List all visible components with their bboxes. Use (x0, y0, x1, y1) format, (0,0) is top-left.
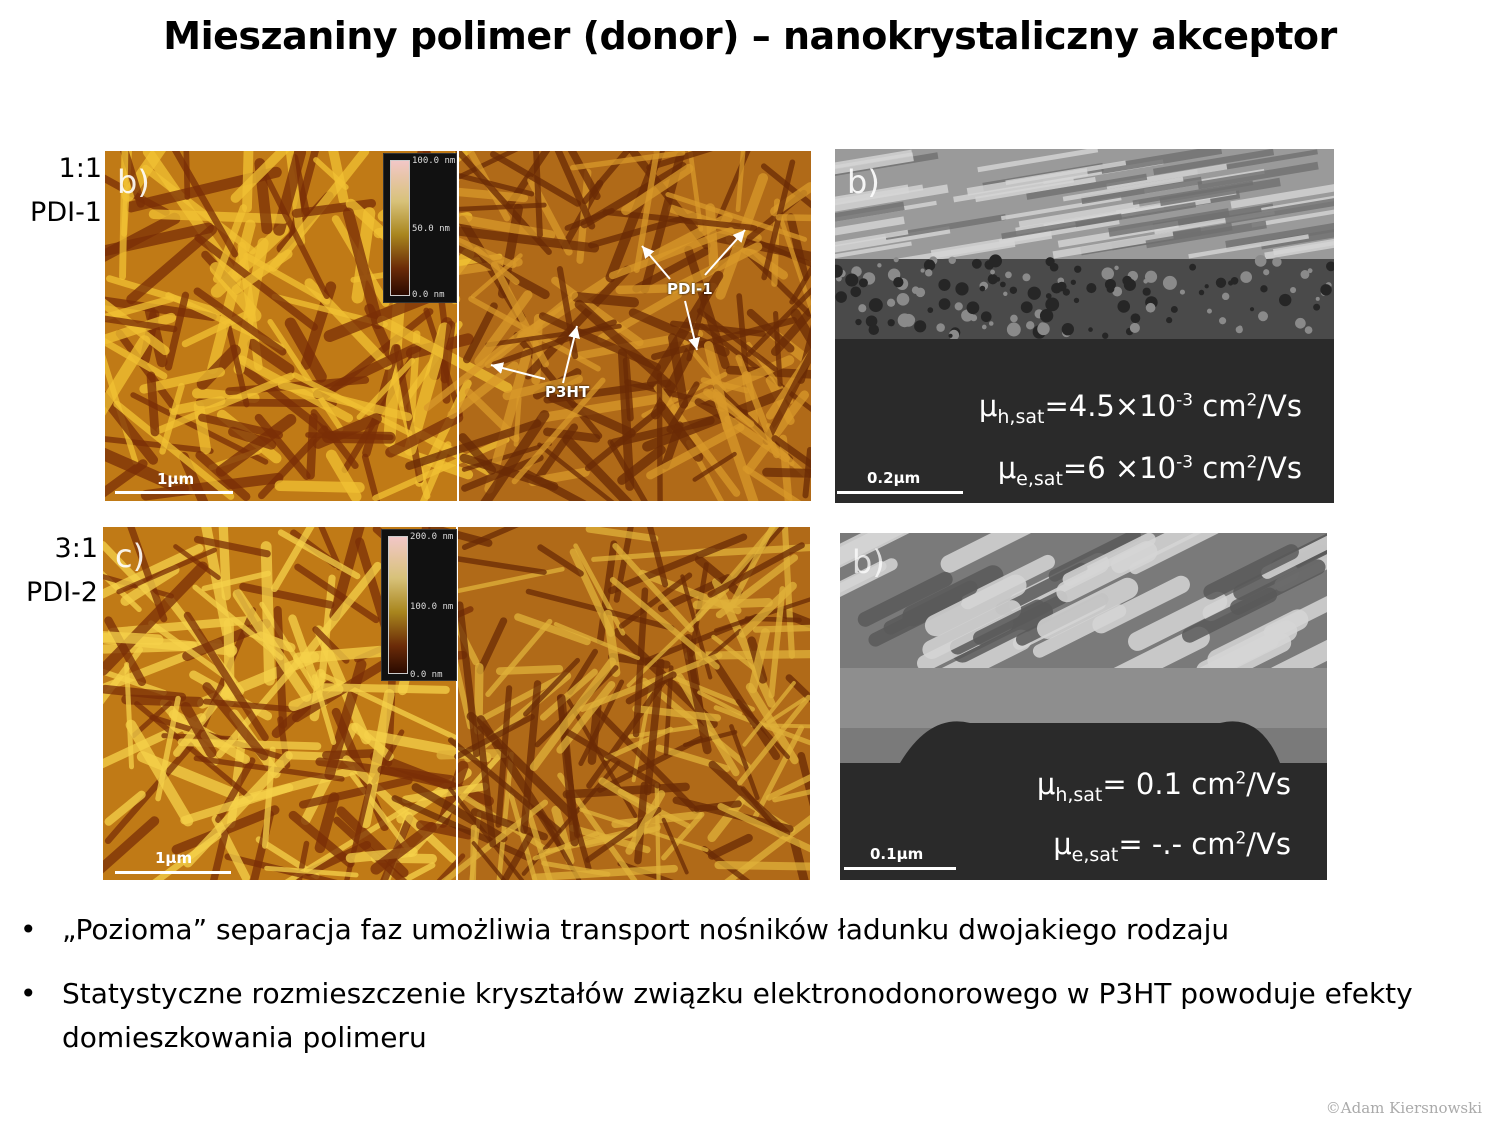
colorbar-mid: 50.0 nm (412, 224, 450, 234)
annotation-pdi1: PDI-1 (667, 280, 713, 298)
scale-bar-label: 1μm (157, 470, 195, 488)
height-colorbar: 200.0 nm 100.0 nm 0.0 nm (381, 529, 457, 681)
scale-bar-label: 0.1μm (870, 845, 924, 863)
hole-mobility-label: μh,sat= 0.1 cm2/Vs (1036, 767, 1291, 806)
afm-image-row1: b) 100.0 nm 50.0 nm 0.0 nm PDI-1 P3HT 1μ… (105, 151, 811, 501)
afm-height-phase-image (105, 151, 811, 501)
row1-ratio-label: 1:1 (58, 153, 102, 184)
sem-image-row1: b) μh,sat=4.5×10-3 cm2/Vs μe,sat=6 ×10-3… (835, 149, 1334, 503)
row2-material-label: PDI-2 (26, 577, 98, 608)
scale-bar-label: 1μm (155, 849, 193, 867)
colorbar-max: 100.0 nm (412, 156, 456, 166)
colorbar-mid: 100.0 nm (410, 602, 454, 612)
electron-mobility-label: μe,sat= -.- cm2/Vs (1053, 827, 1291, 866)
bullet-item: • „Pozioma” separacja faz umożliwia tran… (20, 908, 1460, 952)
sem-cross-section-image (840, 533, 1327, 880)
electron-mobility-label: μe,sat=6 ×10-3 cm2/Vs (997, 451, 1302, 490)
sem-cross-section-image (835, 149, 1334, 503)
scale-bar (115, 871, 231, 874)
bullet-list: • „Pozioma” separacja faz umożliwia tran… (20, 908, 1460, 1080)
colorbar-max: 200.0 nm (410, 532, 454, 542)
hole-mobility-label: μh,sat=4.5×10-3 cm2/Vs (978, 389, 1302, 428)
scale-bar-label: 0.2μm (867, 469, 921, 487)
copyright-notice: ©Adam Kiersnowski (1325, 1099, 1482, 1117)
sem-image-row2: b) μh,sat= 0.1 cm2/Vs μe,sat= -.- cm2/Vs… (840, 533, 1327, 880)
afm-image-row2: c) 200.0 nm 100.0 nm 0.0 nm 1μm (103, 527, 810, 880)
colorbar-min: 0.0 nm (410, 670, 443, 680)
panel-label-c: c) (115, 537, 146, 575)
panel-label-b: b) (117, 163, 150, 201)
scale-bar (115, 491, 233, 494)
colorbar-min: 0.0 nm (412, 290, 445, 300)
colorbar-gradient (390, 160, 410, 296)
row2-ratio-label: 3:1 (54, 533, 98, 564)
row1-material-label: PDI-1 (30, 197, 102, 228)
slide-title: Mieszaniny polimer (donor) – nanokrystal… (163, 14, 1337, 58)
colorbar-gradient (388, 536, 408, 674)
bullet-item: • Statystyczne rozmieszczenie kryształów… (20, 972, 1460, 1060)
bullet-text: „Pozioma” separacja faz umożliwia transp… (62, 913, 1230, 946)
bullet-marker: • (20, 977, 37, 1010)
scale-bar (837, 491, 963, 494)
panel-label-b: b) (847, 163, 880, 201)
bullet-text: Statystyczne rozmieszczenie kryształów z… (62, 977, 1413, 1054)
scale-bar (844, 867, 956, 870)
annotation-p3ht: P3HT (545, 383, 590, 401)
bullet-marker: • (20, 913, 37, 946)
annotation-arrows (490, 229, 746, 384)
height-colorbar: 100.0 nm 50.0 nm 0.0 nm (383, 153, 457, 303)
panel-label-b: b) (852, 543, 885, 581)
